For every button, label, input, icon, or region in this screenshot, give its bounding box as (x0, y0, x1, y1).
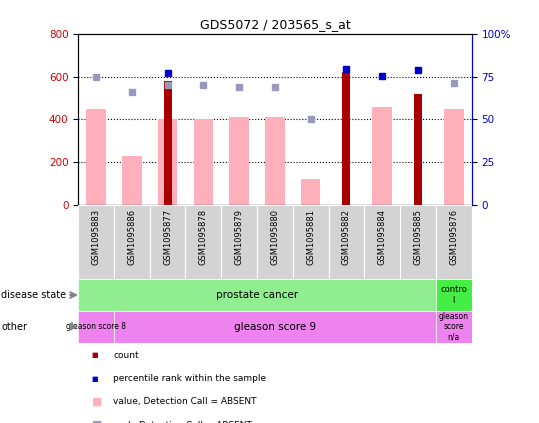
Text: other: other (1, 322, 27, 332)
Text: ■: ■ (92, 352, 98, 358)
Bar (150, 205, 185, 279)
Bar (342, 72, 350, 205)
Bar (400, 205, 436, 279)
Text: GSM1095877: GSM1095877 (163, 209, 172, 265)
Bar (436, 205, 472, 279)
Text: GSM1095884: GSM1095884 (378, 209, 386, 265)
Text: count: count (113, 351, 139, 360)
Text: percentile rank within the sample: percentile rank within the sample (113, 374, 266, 383)
Text: GSM1095883: GSM1095883 (92, 209, 101, 265)
Text: disease state: disease state (1, 290, 66, 300)
Bar (78, 311, 114, 343)
Text: gleason
score
n/a: gleason score n/a (439, 312, 469, 342)
Text: prostate cancer: prostate cancer (216, 290, 298, 300)
Bar (364, 205, 400, 279)
Bar (194, 120, 213, 205)
Text: value, Detection Call = ABSENT: value, Detection Call = ABSENT (113, 397, 257, 407)
Text: ■: ■ (92, 397, 102, 407)
Text: GSM1095881: GSM1095881 (306, 209, 315, 265)
Text: GSM1095880: GSM1095880 (271, 209, 279, 265)
Text: GSM1095885: GSM1095885 (413, 209, 423, 265)
Text: GSM1095876: GSM1095876 (449, 209, 458, 265)
Text: gleason score 8: gleason score 8 (66, 322, 126, 331)
Bar (436, 279, 472, 311)
Text: GSM1095879: GSM1095879 (234, 209, 244, 265)
Bar (414, 94, 422, 205)
Bar (158, 120, 177, 205)
Bar (114, 205, 150, 279)
Text: ■: ■ (92, 376, 98, 382)
Bar (78, 205, 114, 279)
Text: GSM1095886: GSM1095886 (127, 209, 136, 265)
Title: GDS5072 / 203565_s_at: GDS5072 / 203565_s_at (199, 18, 350, 31)
Bar (436, 311, 472, 343)
Text: ■: ■ (92, 420, 102, 423)
Bar (265, 117, 285, 205)
Bar (164, 81, 171, 205)
Bar (329, 205, 364, 279)
Bar (86, 109, 106, 205)
Bar (221, 205, 257, 279)
Bar (257, 205, 293, 279)
Text: gleason score 9: gleason score 9 (234, 322, 316, 332)
Bar (301, 179, 321, 205)
Text: GSM1095882: GSM1095882 (342, 209, 351, 265)
Bar (185, 205, 221, 279)
Text: GSM1095878: GSM1095878 (199, 209, 208, 265)
Bar (293, 205, 329, 279)
Bar (122, 156, 142, 205)
Text: contro
l: contro l (440, 286, 467, 305)
Bar (229, 117, 249, 205)
Bar (444, 109, 464, 205)
Bar (114, 311, 436, 343)
Text: rank, Detection Call = ABSENT: rank, Detection Call = ABSENT (113, 420, 252, 423)
Bar (372, 107, 392, 205)
